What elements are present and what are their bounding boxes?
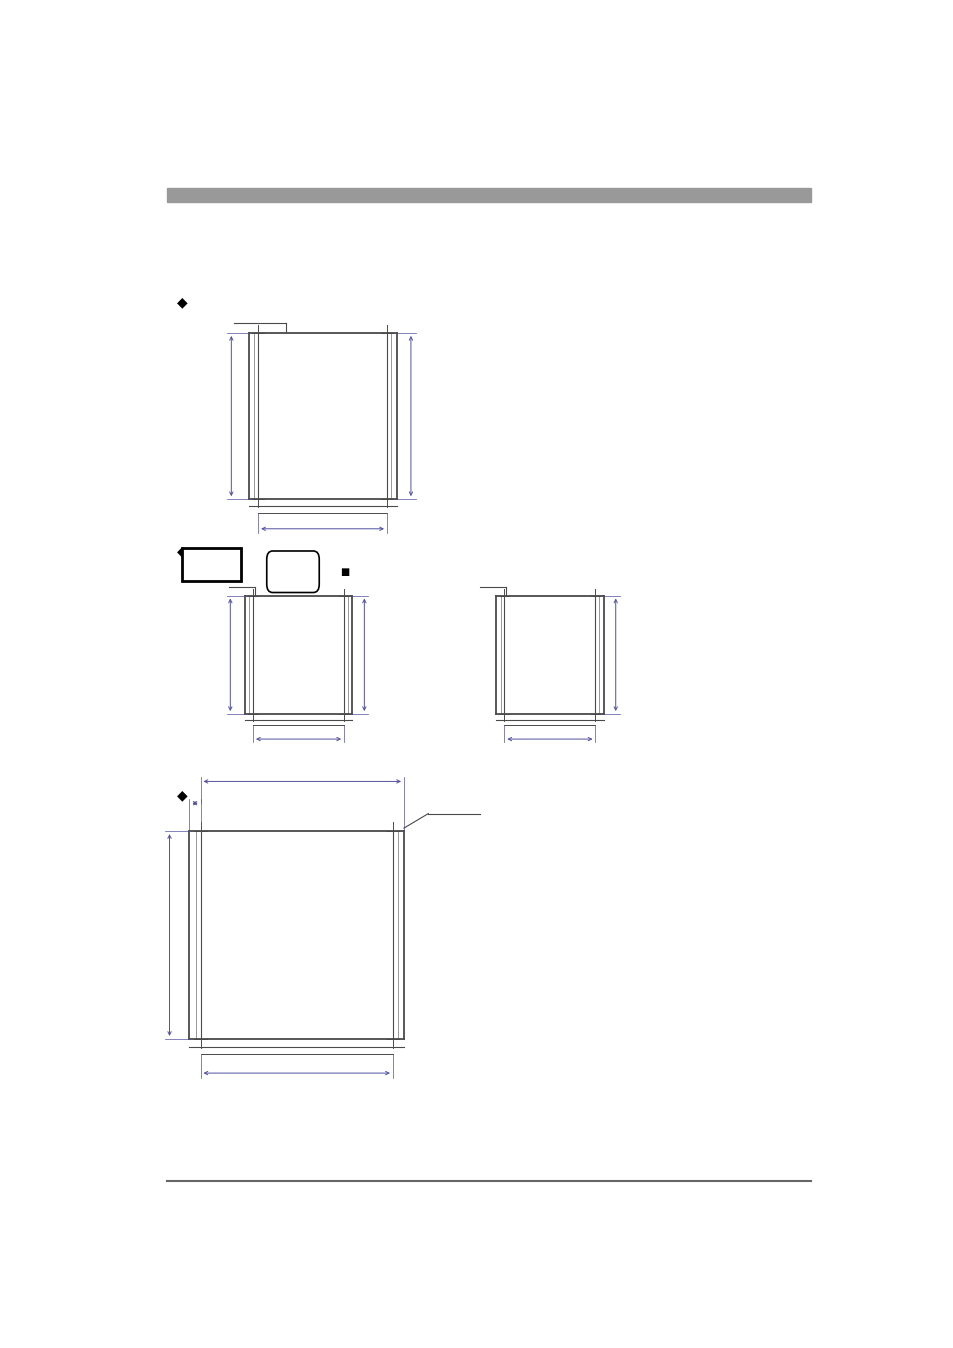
Bar (167, 187, 810, 202)
FancyBboxPatch shape (267, 551, 319, 593)
Text: ◆: ◆ (176, 789, 187, 802)
Text: ■: ■ (340, 566, 349, 577)
Text: ◆: ◆ (176, 295, 187, 309)
FancyBboxPatch shape (182, 547, 240, 581)
Text: NOTE: NOTE (188, 557, 234, 572)
Text: ◆: ◆ (176, 545, 187, 558)
